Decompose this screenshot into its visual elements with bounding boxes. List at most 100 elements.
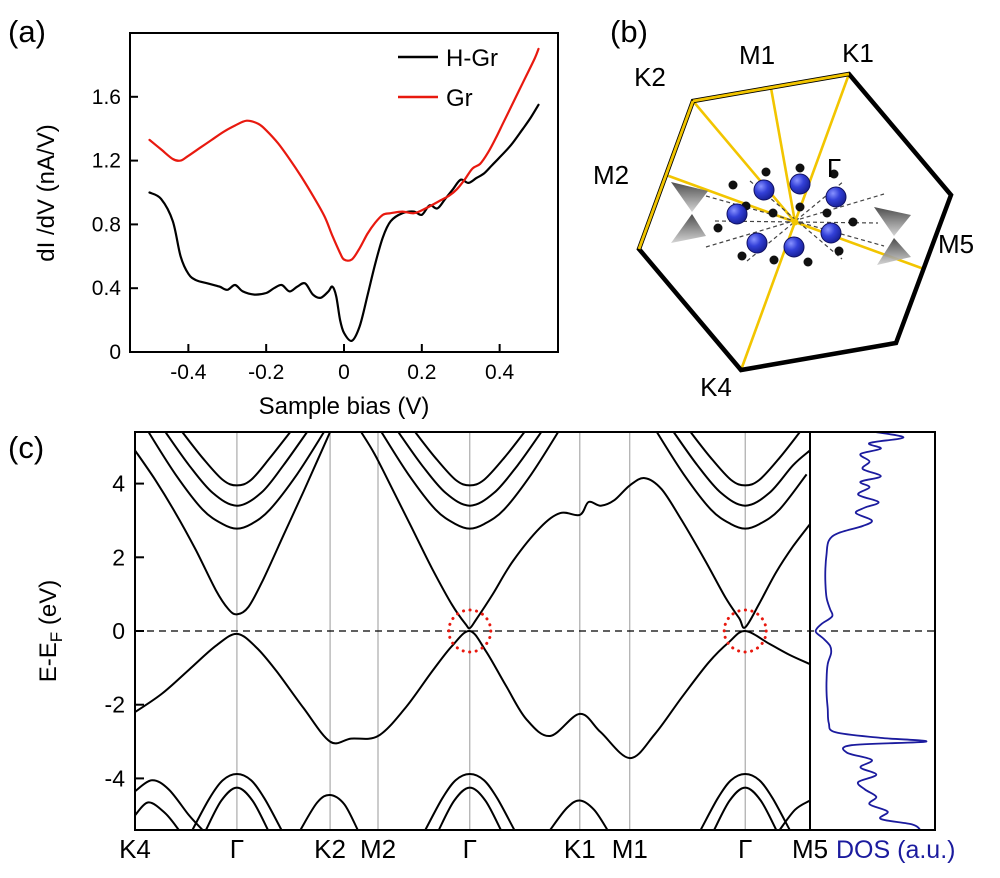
symmetry-line (794, 220, 925, 271)
dirac-cone-icon (671, 214, 706, 243)
gamma-point-dot (791, 218, 799, 226)
legend-label: Gr (446, 85, 473, 112)
band-line (778, 799, 810, 830)
yellow-zone-edge (692, 72, 850, 103)
band-line (360, 432, 810, 630)
k-point-label: Γ (738, 834, 752, 864)
band-line (424, 773, 516, 830)
dos-axes-box (809, 431, 936, 831)
atom-dot (829, 169, 839, 179)
panel-a-y-tick-label: 1.2 (92, 150, 121, 173)
band-line (205, 786, 269, 830)
band-line (191, 773, 283, 830)
band-line (437, 786, 502, 830)
orbital-lobe (825, 186, 847, 208)
band-line (147, 432, 325, 530)
panel-a-y-tick-label: 0.8 (92, 213, 121, 236)
band-line (380, 432, 560, 530)
panel-c-yaxis-title: E-EF (eV) (35, 580, 66, 682)
panel-b-label: (b) (610, 14, 648, 49)
k-point-label: K4 (119, 834, 151, 864)
panel-a-x-tick-label: 0 (338, 361, 350, 384)
band-line (164, 432, 308, 507)
k-point-label: M2 (360, 834, 396, 864)
symmetry-line (769, 87, 797, 223)
orbital-lobe (753, 179, 775, 201)
panel-a-yaxis-title: dI /dV (nA/V) (33, 124, 60, 261)
panel-c-ylabel-main: E-E (35, 642, 62, 682)
orbital-lobe (726, 203, 748, 225)
panel-a-y-tick-label: 0 (109, 341, 121, 364)
band-line (135, 801, 180, 830)
panel-c-y-tick-label: -4 (105, 765, 126, 791)
legend-label: H-Gr (446, 45, 498, 72)
bz-point-label: K2 (634, 62, 666, 92)
panel-a-x-tick-label: 0.2 (407, 361, 436, 384)
band-line (299, 793, 359, 830)
atom-dot (834, 246, 844, 256)
bond-dashed (749, 180, 843, 260)
dos-axis-title: DOS (a.u.) (836, 836, 955, 864)
k-point-label: M1 (612, 834, 648, 864)
band-line (689, 432, 801, 487)
panel-c-y-tick-label: -2 (105, 692, 125, 718)
atom-dot (795, 202, 805, 212)
panel-c-y-tick-label: 4 (112, 471, 125, 497)
dirac-circle (722, 608, 768, 654)
panel-a-label: (a) (8, 14, 46, 49)
orbital-lobe (783, 236, 805, 258)
band-line (549, 799, 609, 830)
hgr-curve (148, 103, 540, 343)
symmetry-line (793, 73, 851, 223)
k-point-label: Γ (230, 834, 244, 864)
bz-point-label: M5 (938, 229, 974, 259)
symmetry-line (692, 100, 796, 223)
bz-point-label: K1 (842, 38, 874, 68)
atom-dot (728, 180, 738, 190)
panel-c-y-tick-label: 0 (112, 618, 125, 644)
atom-dot (737, 251, 747, 261)
bz-point-label: K4 (700, 372, 732, 402)
atom-dot (768, 208, 778, 218)
band-line (655, 432, 808, 530)
orbital-lobe (789, 173, 811, 195)
panel-a-axes-box (129, 32, 559, 353)
panel-c-ylabel-sub: F (47, 632, 66, 642)
atom-dot (713, 223, 723, 233)
gr-curve (148, 47, 540, 262)
panel-a-x-tick-label: 0.4 (485, 361, 515, 384)
band-line (713, 786, 778, 830)
dirac-cone-icon (671, 182, 708, 212)
panel-a-xaxis-title: Sample bias (V) (259, 393, 430, 420)
panel-c-ylabel-rest: (eV) (35, 580, 62, 632)
atom-dot (795, 163, 805, 173)
atom-dot (803, 257, 813, 267)
bz-point-label: Γ (827, 153, 841, 183)
panel-a-x-tick-label: -0.4 (170, 361, 207, 384)
k-point-label: M5 (792, 834, 828, 864)
dos-curve (814, 432, 927, 830)
panel-c-label: (c) (8, 430, 44, 465)
atom-dot (761, 167, 771, 177)
band-line (135, 629, 810, 760)
band-line (414, 432, 526, 487)
band-line (135, 432, 332, 616)
bz-point-label: M1 (739, 40, 775, 70)
k-point-label: K1 (564, 834, 596, 864)
panel-c-y-tick-label: 2 (112, 544, 125, 570)
dirac-circle (447, 608, 493, 654)
k-point-label: Γ (463, 834, 477, 864)
band-line (672, 432, 810, 507)
atom-dot (822, 208, 832, 218)
panel-a-y-tick-label: 0.4 (92, 277, 122, 300)
bz-point-label: M2 (593, 160, 629, 190)
band-line (135, 779, 204, 830)
band-line (397, 432, 543, 507)
dirac-cone-icon (874, 207, 911, 236)
orbital-lobe (820, 222, 842, 244)
atom-dot (848, 217, 858, 227)
panel-a-y-tick-label: 1.6 (92, 86, 121, 109)
dirac-cone-icon (877, 238, 911, 265)
